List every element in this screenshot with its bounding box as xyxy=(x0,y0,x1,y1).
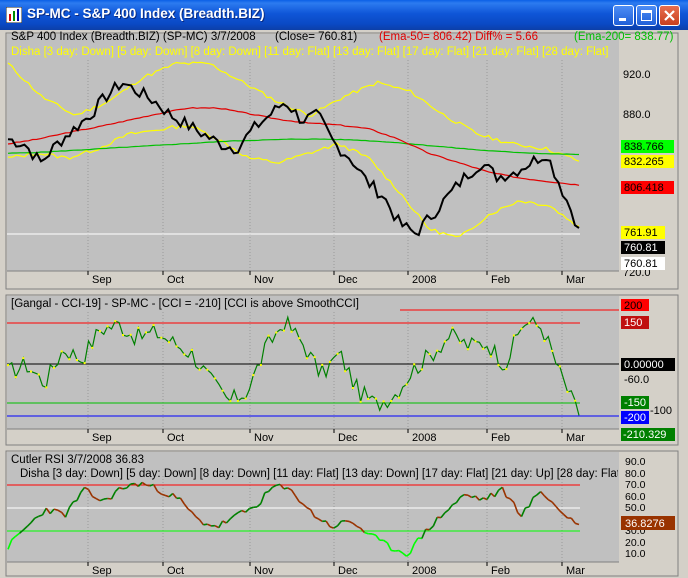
price-header-ema200: (Ema-200= 838.77) xyxy=(574,31,674,43)
close-price-line xyxy=(7,80,580,237)
x-axis-label-dec: Dec xyxy=(338,565,358,577)
x-axis-label-oct: Oct xyxy=(167,432,184,444)
cci-y-tick-100: -100 xyxy=(650,405,672,417)
price-header-disha: Disha [3 day: Down] [5 day: Down] [8 day… xyxy=(11,46,608,58)
x-axis-label-oct: Oct xyxy=(167,565,184,577)
x-axis-label-dec: Dec xyxy=(338,432,358,444)
rsi-y-tick-70: 70.0 xyxy=(625,479,646,491)
ema-50-line xyxy=(7,106,580,186)
x-axis-label-feb: Feb xyxy=(491,565,510,577)
rsi-plot-background[interactable] xyxy=(7,452,619,562)
x-axis-label-sep: Sep xyxy=(92,432,112,444)
cci-header: [Gangal - CCI-19] - SP-MC - [CCI = -210]… xyxy=(11,298,359,310)
rsi-y-tick-90: 90.0 xyxy=(625,456,646,468)
cci-label-minus-150: -150 xyxy=(624,397,646,409)
price-header-close: (Close= 760.81) xyxy=(275,31,357,43)
rsi-y-tick-80: 80.0 xyxy=(625,468,646,480)
rsi-current-value: 36.8276 xyxy=(625,518,665,530)
cci-current-value: -210.329 xyxy=(623,429,666,441)
rsi-y-tick-50: 50.0 xyxy=(625,502,646,514)
x-axis-label-dec: Dec xyxy=(338,274,358,286)
maximize-button[interactable] xyxy=(636,5,657,26)
x-axis-label-sep: Sep xyxy=(92,565,112,577)
rsi-header-line1: Cutler RSI 3/7/2008 36.83 xyxy=(11,454,144,466)
rsi-gridlines xyxy=(87,476,563,562)
cutler-rsi-line xyxy=(7,481,580,557)
title-bar[interactable]: SP-MC - S&P 400 Index (Breadth.BIZ) xyxy=(0,0,688,30)
price-y-tick-880: 880.0 xyxy=(623,109,651,121)
cci-plot-background[interactable] xyxy=(7,296,619,429)
x-axis-label-oct: Oct xyxy=(167,274,184,286)
minimize-button[interactable] xyxy=(613,5,634,26)
cci-y-tick-60: -60.0 xyxy=(624,374,649,386)
chart-area[interactable]: S&P 400 Index (Breadth.BIZ) (SP-MC) 3/7/… xyxy=(0,30,688,578)
close-button[interactable] xyxy=(659,5,680,26)
reference-value-label: 760.81 xyxy=(624,258,658,270)
maximize-icon xyxy=(641,10,652,21)
ema200-value-label: 838.766 xyxy=(624,141,664,153)
cci-label-0: 0.00000 xyxy=(624,359,664,371)
bollinger-upper-band xyxy=(7,61,580,162)
x-axis-label-2008: 2008 xyxy=(412,565,436,577)
rsi-header-disha: Disha [3 day: Down] [5 day: Down] [8 day… xyxy=(20,468,623,480)
bollinger-lower-band xyxy=(8,124,580,238)
cci-label-150: 150 xyxy=(624,317,642,329)
x-axis-label-feb: Feb xyxy=(491,274,510,286)
lower-band-value-label: 761.91 xyxy=(624,227,658,239)
price-y-tick-920: 920.0 xyxy=(623,69,651,81)
minimize-icon xyxy=(619,18,626,21)
chart-app-icon xyxy=(6,7,22,23)
rsi-y-tick-20: 20.0 xyxy=(625,537,646,549)
close-value-label: 760.81 xyxy=(624,242,658,254)
ema50-value-label: 806.418 xyxy=(624,182,664,194)
x-axis-label-nov: Nov xyxy=(254,432,274,444)
x-axis-label-2008: 2008 xyxy=(412,274,436,286)
ema-200-line xyxy=(7,138,580,156)
x-axis-label-sep: Sep xyxy=(92,274,112,286)
x-axis-label-nov: Nov xyxy=(254,274,274,286)
rsi-y-tick-60: 60.0 xyxy=(625,491,646,503)
window-title: SP-MC - S&P 400 Index (Breadth.BIZ) xyxy=(27,6,265,21)
cci-markers xyxy=(7,320,577,403)
cci-label-200: 200 xyxy=(624,300,642,312)
x-axis-label-mar: Mar xyxy=(566,565,585,577)
x-axis-label-mar: Mar xyxy=(566,274,585,286)
upper-band-value-label: 832.265 xyxy=(624,156,664,168)
x-axis-label-mar: Mar xyxy=(566,432,585,444)
x-axis-label-nov: Nov xyxy=(254,565,274,577)
rsi-y-tick-10: 10.0 xyxy=(625,548,646,560)
price-header-name: S&P 400 Index (Breadth.BIZ) (SP-MC) 3/7/… xyxy=(11,31,256,43)
rsi-y-axis: 90.0 80.0 70.0 60.0 50.0 40.0 30.0 20.0 … xyxy=(625,456,646,560)
x-axis-label-2008: 2008 xyxy=(412,432,436,444)
price-header-ema50: (Ema-50= 806.42) Diff% = 5.66 xyxy=(379,31,538,43)
cci-label-minus-200: -200 xyxy=(624,412,646,424)
x-axis-label-feb: Feb xyxy=(491,432,510,444)
close-icon xyxy=(664,10,675,21)
